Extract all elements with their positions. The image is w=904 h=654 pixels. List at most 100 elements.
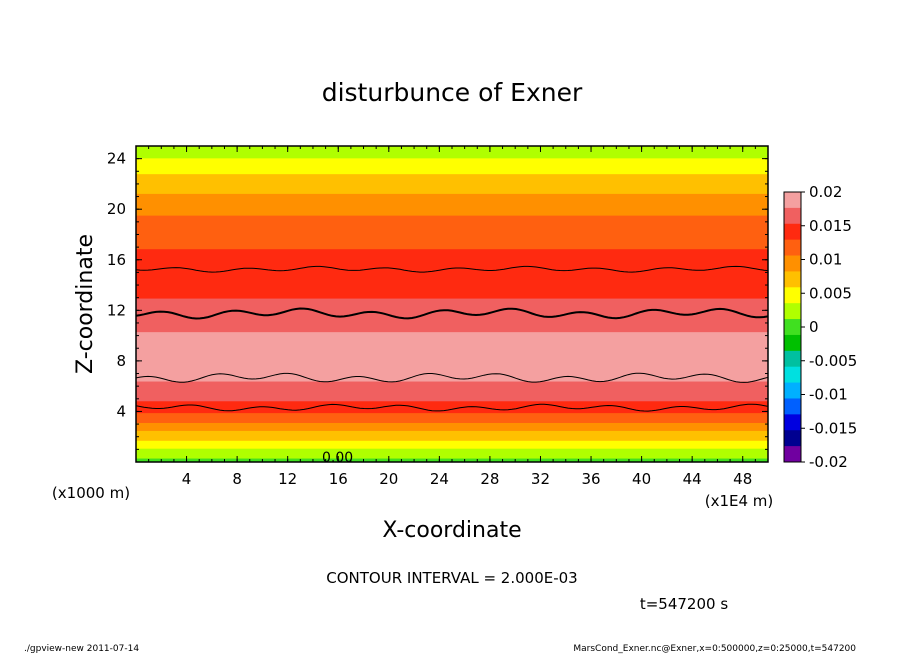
contour-band — [136, 299, 768, 303]
x-tick-label: 44 — [683, 470, 702, 488]
contour-band — [136, 374, 768, 378]
contour-band — [136, 206, 768, 210]
contour-band — [136, 372, 768, 376]
contour-band — [136, 323, 768, 327]
contour-band — [136, 279, 768, 283]
x-tick-label: 40 — [632, 470, 651, 488]
contour-band — [136, 301, 768, 305]
colorbar — [783, 191, 802, 463]
contour-band — [136, 354, 768, 358]
contour-band — [136, 321, 768, 325]
contour-band — [136, 163, 768, 167]
contour-band — [136, 190, 768, 194]
contour-band — [136, 435, 768, 439]
contour-band — [136, 198, 768, 202]
contour-band — [136, 356, 768, 360]
contour-band — [136, 388, 768, 392]
x-axis-label: X-coordinate — [382, 518, 521, 543]
contour-band — [136, 161, 768, 165]
contour-band — [136, 228, 768, 232]
colorbar-segment — [784, 382, 801, 399]
contour-band — [136, 275, 768, 279]
contour-band — [136, 362, 768, 366]
contour-band — [136, 183, 768, 186]
contour-band — [136, 418, 768, 422]
contour-band — [136, 313, 768, 317]
y-tick-label: 16 — [107, 251, 126, 269]
contour-band — [136, 269, 768, 273]
contour-band — [136, 285, 768, 289]
contour-band — [136, 159, 768, 163]
footer-right-text: MarsCond_Exner.nc@Exner,x=0:500000,z=0:2… — [573, 644, 856, 654]
y-axis: 4 8 12 16 20 24 — [107, 150, 768, 450]
contour-band — [136, 277, 768, 281]
colorbar-labels: 0.02 0.015 0.01 0.005 0 -0.005 -0.01 -0.015 -0.0… — [801, 183, 857, 471]
contour-band — [136, 204, 768, 208]
contour-band — [136, 352, 768, 356]
contour-band — [136, 151, 768, 155]
colorbar-tick-label: 0.015 — [809, 217, 852, 235]
contour-band — [136, 250, 768, 254]
y-tick-label: 24 — [107, 150, 126, 168]
colorbar-tick-label: 0.01 — [809, 251, 842, 269]
contour-line — [136, 307, 768, 320]
contour-band — [136, 167, 768, 171]
colorbar-segment — [784, 223, 801, 241]
contour-band — [136, 433, 768, 437]
contour-band — [136, 420, 768, 423]
colorbar-segment — [784, 350, 801, 368]
contour-band — [136, 295, 768, 299]
contour-band — [136, 186, 768, 190]
contour-band — [136, 149, 768, 153]
y-tick-label: 20 — [107, 200, 126, 218]
contour-band — [136, 370, 768, 374]
contour-band — [136, 202, 768, 206]
contour-band — [136, 382, 768, 386]
contour-band — [136, 242, 768, 246]
contour-band — [136, 214, 768, 218]
x-tick-label: 8 — [232, 470, 242, 488]
contour-band — [136, 449, 768, 453]
contour-band — [136, 192, 768, 196]
contour-band — [136, 185, 768, 188]
contour-band — [136, 412, 768, 416]
y-tick-label: 4 — [116, 402, 126, 420]
contour-band — [136, 297, 768, 301]
contour-band — [136, 230, 768, 234]
contour-band — [136, 341, 768, 344]
colorbar-tick-label: -0.02 — [809, 453, 848, 471]
colorbar-segment — [784, 271, 801, 288]
contour-band — [136, 400, 768, 404]
contour-band — [136, 455, 768, 459]
x-axis: 4 8 12 16 20 24 28 32 36 40 44 48 — [148, 146, 756, 488]
contour-band — [136, 293, 768, 297]
contour-band — [136, 360, 768, 364]
contour-band — [136, 238, 768, 242]
contour-band — [136, 364, 768, 368]
colorbar-segment — [784, 287, 801, 304]
contour-band — [136, 325, 768, 329]
contour-band — [136, 348, 768, 352]
contour-band — [136, 441, 768, 445]
zero-contour-label: 0.00 — [322, 450, 353, 466]
contour-band — [136, 226, 768, 230]
x-tick-label: 28 — [480, 470, 499, 488]
contour-line — [136, 265, 768, 273]
x-tick-label: 24 — [430, 470, 449, 488]
contour-band — [136, 319, 768, 323]
contour-band — [136, 262, 768, 265]
x-axis-unit: (x1E4 m) — [705, 492, 774, 510]
contour-band — [136, 212, 768, 216]
time-text: t=547200 s — [640, 595, 728, 613]
contour-band — [136, 254, 768, 258]
y-tick-label: 12 — [107, 301, 126, 319]
contour-band — [136, 224, 768, 228]
contour-interval-text: CONTOUR INTERVAL = 2.000E-03 — [326, 569, 577, 587]
colorbar-tick-label: -0.005 — [809, 352, 857, 370]
contour-band — [136, 368, 768, 372]
contour-band — [136, 315, 768, 319]
contour-band — [136, 410, 768, 414]
contour-band — [136, 155, 768, 159]
colorbar-segment — [784, 446, 801, 463]
